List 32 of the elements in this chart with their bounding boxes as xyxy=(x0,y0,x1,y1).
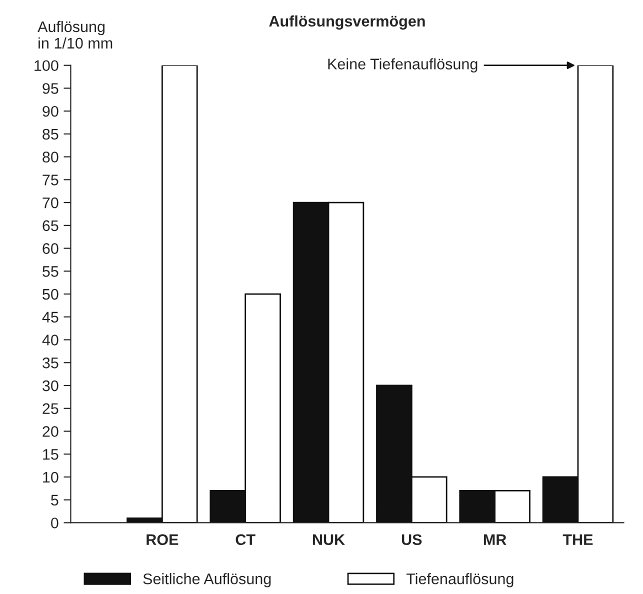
x-tick-label: NUK xyxy=(312,534,345,546)
x-tick-label: ROE xyxy=(146,534,178,546)
x-tick-label: MR xyxy=(484,534,506,545)
y-tick-label: 10 xyxy=(43,472,58,483)
annotation: Keine Tiefenauflösung xyxy=(328,58,478,72)
y-tick-label: 5 xyxy=(51,494,58,506)
legend-label: Seitliche Auflösung xyxy=(143,573,271,588)
x-tick-label: CT xyxy=(236,534,256,546)
y-tick-label: 95 xyxy=(42,83,58,94)
x-tick-label: US xyxy=(402,534,422,546)
y-tick-label: 85 xyxy=(42,128,58,140)
y-axis-title: Auflösung in 1/10 mm xyxy=(38,20,112,49)
y-tick-label: 80 xyxy=(42,152,58,162)
y-tick-label: 90 xyxy=(42,106,58,117)
y-tick-label: 70 xyxy=(42,197,58,208)
chart-title: Auflösungsvermögen xyxy=(269,15,425,30)
y-tick-label: 30 xyxy=(42,380,58,392)
y-tick-label: 35 xyxy=(42,358,58,368)
y-tick-label: 50 xyxy=(42,288,58,300)
y-tick-label: 75 xyxy=(42,174,58,186)
y-tick-label: 25 xyxy=(42,403,58,414)
y-tick-label: 55 xyxy=(42,266,58,277)
legend-label: Tiefenauflösung xyxy=(406,573,514,588)
y-tick-label: 60 xyxy=(42,243,58,254)
y-tick-label: 40 xyxy=(42,334,58,346)
y-tick-label: 100 xyxy=(34,60,58,72)
y-tick-label: 15 xyxy=(43,449,58,460)
y-tick-label: 45 xyxy=(42,312,58,323)
y-tick-label: 0 xyxy=(51,518,58,528)
x-tick-label: THE xyxy=(562,534,593,545)
y-tick-label: 65 xyxy=(42,220,58,232)
y-tick-label: 20 xyxy=(42,426,58,437)
